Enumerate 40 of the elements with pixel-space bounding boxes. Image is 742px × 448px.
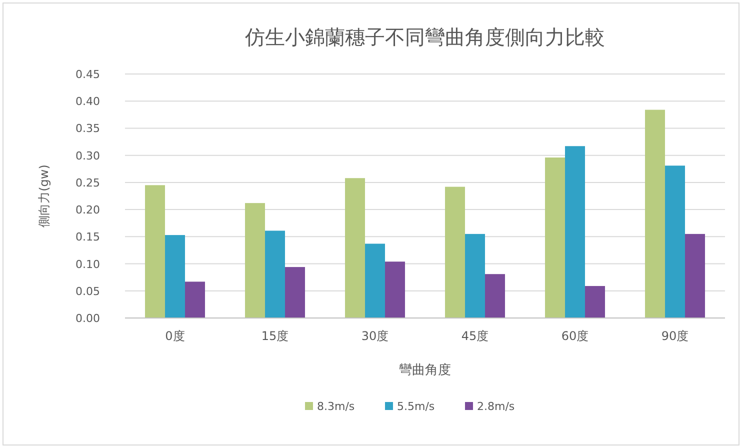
- bar: [265, 230, 285, 318]
- legend-label: 2.8m/s: [477, 400, 515, 413]
- x-tick-label: 90度: [661, 329, 689, 343]
- bar: [665, 166, 685, 318]
- bar: [345, 178, 365, 318]
- x-axis-title: 彎曲角度: [399, 362, 451, 378]
- bar: [585, 286, 605, 318]
- bar: [165, 235, 185, 318]
- bar: [645, 110, 665, 318]
- x-tick-label: 45度: [461, 329, 489, 343]
- y-tick-label: 0.35: [76, 122, 100, 136]
- bar: [485, 274, 505, 318]
- y-tick-label: 0.25: [76, 176, 100, 190]
- y-tick-label: 0.45: [76, 68, 100, 81]
- bar: [465, 234, 485, 318]
- y-tick-label: 0.30: [76, 149, 100, 162]
- bar: [185, 282, 205, 318]
- bar: [245, 203, 265, 318]
- y-tick-label: 0.20: [76, 204, 100, 217]
- x-tick-label: 15度: [261, 329, 289, 343]
- y-axis-title: 側向力(gw): [37, 164, 51, 228]
- y-tick-label: 0.40: [76, 95, 100, 108]
- bar: [365, 244, 385, 318]
- bar: [545, 158, 565, 318]
- bar: [565, 146, 585, 318]
- chart-title: 仿生小錦蘭穗子不同彎曲角度側向力比較: [244, 27, 605, 49]
- y-tick-label: 0.15: [76, 230, 100, 244]
- bar: [445, 186, 465, 318]
- x-tick-label: 30度: [361, 329, 389, 343]
- bar: [145, 185, 165, 318]
- bar: [285, 267, 305, 318]
- legend-label: 5.5m/s: [397, 400, 435, 413]
- x-tick-label: 60度: [561, 329, 589, 343]
- y-tick-label: 0.00: [76, 312, 100, 325]
- y-tick-label: 0.10: [76, 258, 100, 271]
- x-tick-label: 0度: [165, 329, 185, 343]
- bar: [685, 234, 705, 318]
- y-tick-label: 0.05: [76, 284, 100, 298]
- legend-label: 8.3m/s: [317, 400, 355, 413]
- bar: [385, 262, 405, 318]
